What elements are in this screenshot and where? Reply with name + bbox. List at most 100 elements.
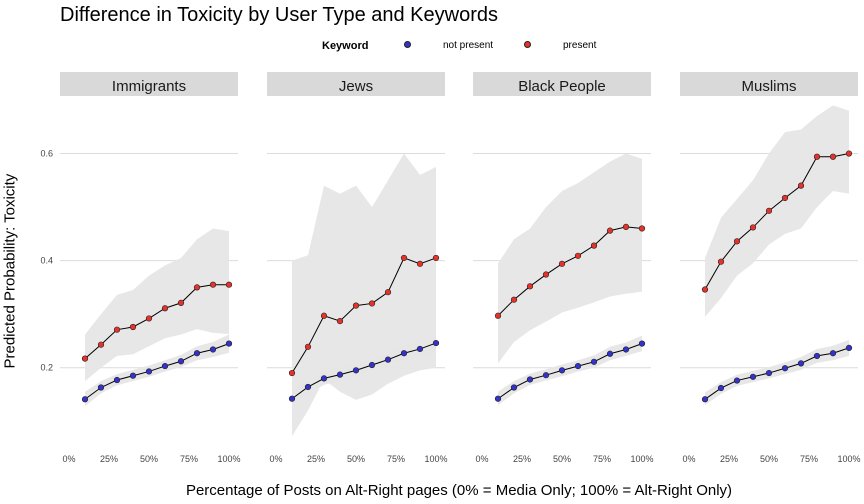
y-tick-label: 0.2 bbox=[40, 363, 53, 373]
data-point-not-present bbox=[765, 369, 773, 377]
data-point-present bbox=[765, 207, 773, 214]
y-tick-label: 0.6 bbox=[40, 149, 53, 159]
data-point-present bbox=[797, 182, 805, 189]
x-tick-label: 25% bbox=[720, 454, 738, 464]
legend-swatch-present bbox=[524, 40, 531, 48]
x-axis-label: Percentage of Posts on Alt-Right pages (… bbox=[185, 482, 733, 499]
data-point-not-present bbox=[193, 350, 201, 357]
data-point-present bbox=[336, 318, 344, 325]
data-point-present bbox=[574, 252, 582, 259]
data-point-not-present bbox=[622, 346, 630, 353]
data-point-present bbox=[81, 355, 89, 362]
x-tick-label: 100% bbox=[217, 454, 240, 464]
data-point-not-present bbox=[288, 395, 296, 402]
series-line-present bbox=[704, 153, 850, 290]
confidence-ribbon-not-present bbox=[85, 334, 229, 407]
data-point-present bbox=[113, 326, 121, 333]
data-point-present bbox=[97, 341, 105, 348]
y-axis-label: Predicted Probability: Toxicity bbox=[1, 173, 19, 369]
data-point-not-present bbox=[304, 383, 312, 391]
x-tick-label: 75% bbox=[180, 454, 198, 464]
x-tick-label: 50% bbox=[140, 454, 158, 464]
data-point-present bbox=[781, 194, 789, 202]
facet-label: Immigrants bbox=[112, 78, 186, 95]
data-point-not-present bbox=[368, 361, 376, 369]
series-line-not-present bbox=[291, 342, 437, 400]
y-tick-label: 0.4 bbox=[40, 256, 53, 266]
series-line-not-present bbox=[84, 343, 230, 400]
data-point-present bbox=[701, 286, 709, 293]
data-point-not-present bbox=[494, 395, 502, 402]
data-point-not-present bbox=[145, 368, 153, 375]
data-point-present bbox=[733, 238, 741, 245]
facet-label: Muslims bbox=[742, 78, 797, 95]
x-tick-label: 25% bbox=[513, 454, 531, 464]
data-point-present bbox=[845, 150, 853, 157]
confidence-ribbon-present bbox=[705, 105, 849, 317]
data-point-present bbox=[368, 300, 376, 307]
data-point-not-present bbox=[749, 373, 757, 380]
data-point-not-present bbox=[225, 340, 233, 347]
data-point-not-present bbox=[574, 362, 582, 370]
legend-label-not-present: not present bbox=[443, 40, 494, 51]
data-point-present bbox=[288, 369, 296, 377]
data-point-present bbox=[638, 225, 646, 232]
confidence-ribbon-present bbox=[292, 153, 436, 437]
data-point-present bbox=[225, 281, 233, 288]
confidence-ribbon-not-present bbox=[498, 335, 642, 406]
data-point-not-present bbox=[81, 396, 89, 403]
data-point-present bbox=[813, 153, 821, 160]
data-point-not-present bbox=[209, 346, 217, 353]
series-line-present bbox=[497, 226, 643, 317]
legend-swatch-not-present bbox=[404, 40, 411, 48]
facet-strip bbox=[267, 72, 445, 96]
data-point-not-present bbox=[813, 352, 821, 360]
data-point-present bbox=[304, 343, 312, 350]
data-point-present bbox=[526, 283, 534, 290]
x-tick-label: 50% bbox=[553, 454, 571, 464]
facet-label: Jews bbox=[339, 78, 373, 95]
data-point-not-present bbox=[701, 396, 709, 403]
series-line-present bbox=[291, 257, 437, 374]
data-point-not-present bbox=[320, 375, 328, 382]
data-point-present bbox=[193, 284, 201, 291]
data-point-present bbox=[494, 312, 502, 319]
data-point-present bbox=[829, 153, 837, 160]
data-point-not-present bbox=[526, 376, 534, 383]
series-line-not-present bbox=[497, 343, 643, 400]
data-point-not-present bbox=[542, 372, 550, 379]
x-tick-label: 75% bbox=[387, 454, 405, 464]
x-tick-label: 100% bbox=[837, 454, 860, 464]
data-point-present bbox=[416, 260, 424, 267]
data-point-not-present bbox=[336, 371, 344, 378]
data-point-present bbox=[717, 258, 725, 265]
legend: Keyword not present present bbox=[0, 40, 864, 56]
data-point-not-present bbox=[717, 384, 725, 392]
x-tick-label: 25% bbox=[307, 454, 325, 464]
facet-strip bbox=[473, 72, 651, 96]
series-line-not-present bbox=[704, 347, 850, 400]
data-point-not-present bbox=[352, 367, 360, 374]
data-point-not-present bbox=[606, 350, 614, 357]
x-tick-label: 75% bbox=[593, 454, 611, 464]
data-point-present bbox=[622, 223, 630, 230]
data-point-not-present bbox=[161, 362, 169, 370]
confidence-ribbon-not-present bbox=[705, 339, 849, 406]
x-tick-label: 50% bbox=[347, 454, 365, 464]
data-point-present bbox=[209, 281, 217, 288]
data-point-present bbox=[145, 315, 153, 322]
facet-strip bbox=[680, 72, 858, 96]
data-point-not-present bbox=[510, 384, 518, 391]
x-tick-label: 0% bbox=[475, 454, 488, 464]
series-line-present bbox=[84, 284, 229, 359]
chart-title: Difference in Toxicity by User Type and … bbox=[60, 4, 498, 26]
data-point-not-present bbox=[781, 365, 789, 372]
x-tick-label: 25% bbox=[100, 454, 118, 464]
legend-label-present: present bbox=[563, 40, 597, 51]
data-point-not-present bbox=[797, 360, 805, 367]
data-point-present bbox=[590, 242, 598, 249]
confidence-ribbon-present bbox=[85, 228, 229, 382]
data-point-present bbox=[510, 296, 518, 303]
data-point-present bbox=[177, 299, 185, 307]
data-point-present bbox=[749, 224, 757, 231]
